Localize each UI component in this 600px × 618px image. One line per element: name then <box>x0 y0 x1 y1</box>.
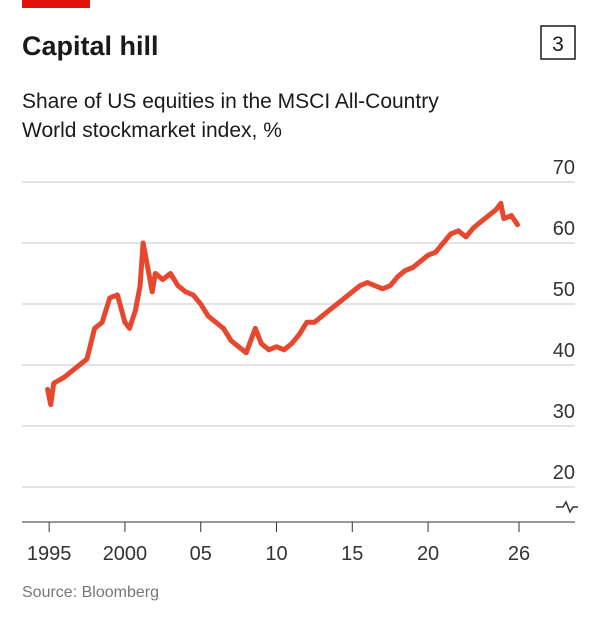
x-tick-label: 15 <box>341 543 363 565</box>
x-tick-label: 1995 <box>27 543 72 565</box>
y-tick-label: 70 <box>553 157 575 179</box>
y-tick-label: 40 <box>553 340 575 362</box>
y-tick-label: 20 <box>553 462 575 484</box>
number-box <box>540 25 576 60</box>
x-tick-label: 10 <box>265 543 287 565</box>
chart-number: 3 <box>552 33 564 56</box>
brand-bar <box>22 0 90 8</box>
y-tick-label: 50 <box>553 279 575 301</box>
axis-break <box>556 500 578 514</box>
y-tick-label: 60 <box>553 218 575 240</box>
x-tick-label: 05 <box>190 543 212 565</box>
subtitle: Share of US equities in the MSCI All-Cou… <box>22 90 439 113</box>
x-tick-label: 2000 <box>103 543 148 565</box>
line <box>45 200 520 408</box>
x-tick-label: 26 <box>508 543 530 565</box>
chart-title: Capital hill <box>22 31 159 61</box>
source: Source: Bloomberg <box>22 584 159 601</box>
subtitle: World stockmarket index, % <box>22 119 282 142</box>
y-tick-label: 30 <box>553 401 575 423</box>
x-tick-label: 20 <box>417 543 439 565</box>
